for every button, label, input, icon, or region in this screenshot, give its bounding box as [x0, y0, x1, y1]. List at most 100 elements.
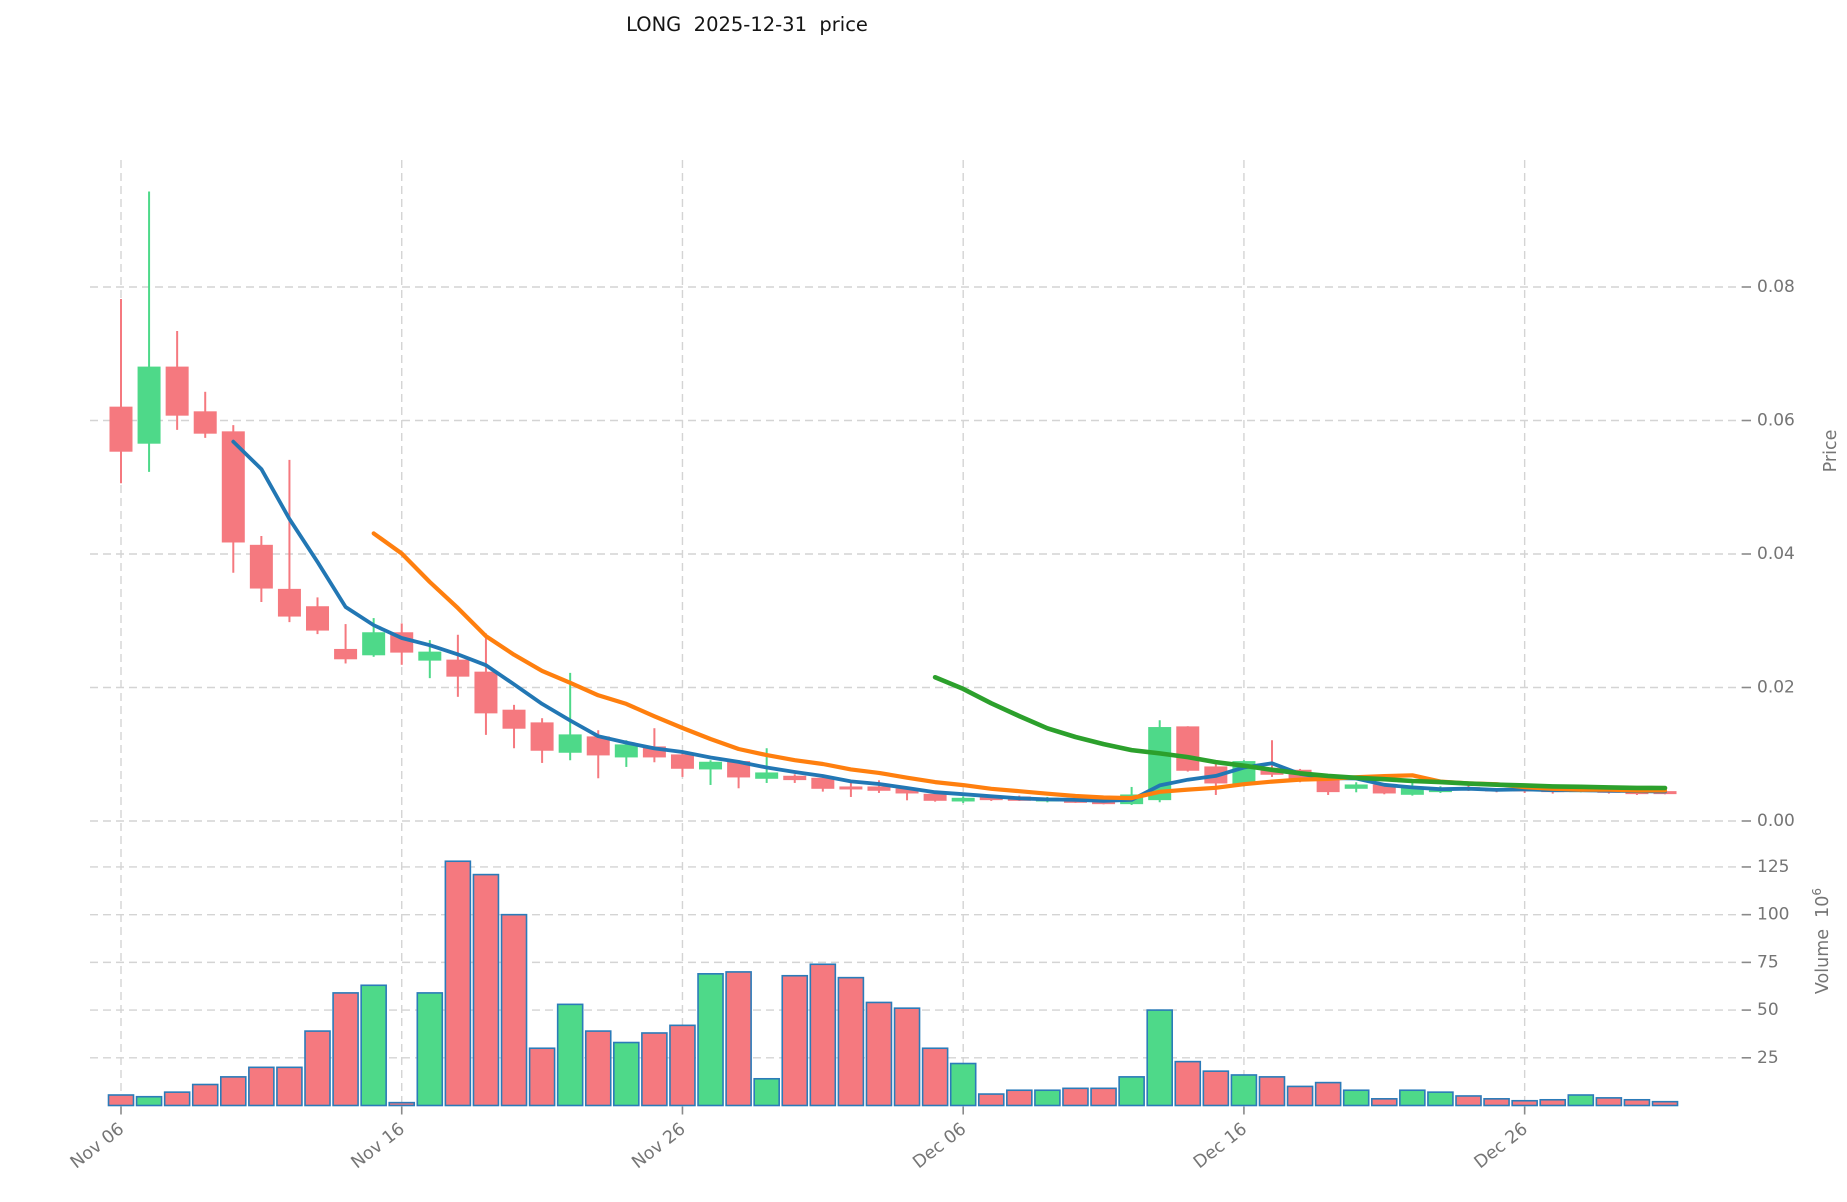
candle-body-2025-11-09 — [193, 411, 217, 434]
volume-bar-2025-12-25 — [1483, 1098, 1510, 1107]
date-tick-label-dec-26: Dec 26 — [1471, 1119, 1532, 1173]
volume-bar-2025-12-17 — [1258, 1076, 1286, 1107]
volume-bar-2025-12-24 — [1455, 1095, 1482, 1107]
candle-body-2025-12-03 — [867, 786, 891, 791]
chart-title: LONG 2025-12-31 price — [626, 13, 868, 36]
volume-bar-2025-11-19 — [472, 873, 500, 1107]
volume-tick-label-75: 75 — [1757, 952, 1779, 972]
volume-bar-2025-12-18 — [1286, 1085, 1314, 1107]
volume-bar-2025-12-23 — [1427, 1091, 1454, 1107]
candle-body-2025-11-24 — [614, 744, 638, 758]
volume-bar-2025-12-05 — [921, 1047, 949, 1107]
candle-body-2025-11-15 — [362, 632, 386, 656]
volume-bar-2025-12-16 — [1230, 1074, 1258, 1107]
candle-body-2025-11-18 — [446, 659, 470, 677]
candle-body-2025-11-30 — [783, 775, 807, 781]
candle-body-2025-11-14 — [334, 648, 358, 660]
volume-bar-2025-11-18 — [444, 860, 472, 1107]
volume-bar-2025-12-09 — [1034, 1089, 1061, 1107]
candle-body-2025-12-06 — [951, 797, 975, 802]
candle-body-2025-11-17 — [418, 651, 442, 661]
candle-body-2025-12-14 — [1176, 726, 1200, 771]
volume-bar-2025-12-31 — [1651, 1100, 1679, 1107]
price-tick-label-0.00: 0.00 — [1757, 811, 1795, 831]
volume-bar-2025-12-01 — [809, 963, 837, 1107]
candle-body-2025-11-26 — [670, 754, 694, 769]
volume-bar-2025-11-30 — [781, 974, 809, 1107]
volume-bar-2025-11-21 — [528, 1047, 556, 1107]
volume-tick-label-125: 125 — [1757, 857, 1789, 877]
candle-body-2025-11-08 — [165, 366, 189, 416]
volume-bar-2025-11-15 — [360, 984, 387, 1107]
volume-bar-2025-12-22 — [1399, 1089, 1426, 1107]
volume-bar-2025-12-28 — [1567, 1094, 1595, 1107]
volume-bar-2025-11-13 — [304, 1030, 331, 1107]
volume-bar-2025-12-06 — [949, 1062, 977, 1107]
candle-body-2025-11-12 — [277, 588, 301, 617]
volume-bar-2025-12-19 — [1314, 1081, 1342, 1107]
volume-bar-2025-12-11 — [1090, 1087, 1117, 1107]
volume-bar-2025-12-03 — [865, 1001, 893, 1107]
candle-body-2025-12-20 — [1344, 784, 1368, 789]
volume-bar-2025-11-06 — [107, 1094, 135, 1107]
candle-body-2025-11-19 — [474, 671, 498, 714]
volume-bar-2025-11-27 — [697, 973, 724, 1107]
volume-bar-2025-11-17 — [416, 992, 444, 1107]
candle-body-2025-12-02 — [839, 786, 863, 790]
volume-bar-2025-12-26 — [1511, 1099, 1538, 1107]
volume-bar-2025-12-07 — [977, 1093, 1005, 1107]
volume-tick-label-50: 50 — [1757, 1000, 1779, 1020]
volume-bar-2025-12-20 — [1342, 1089, 1370, 1107]
volume-bar-2025-11-25 — [641, 1032, 668, 1107]
candle-body-2025-11-13 — [306, 606, 330, 631]
price-panel — [109, 191, 1677, 805]
price-axis-label: Price — [1821, 430, 1841, 473]
volume-tick-label-25: 25 — [1757, 1048, 1779, 1068]
grid-layer — [90, 160, 1742, 1106]
volume-bar-2025-11-10 — [219, 1076, 247, 1107]
volume-axis-label-text: Volume 10 — [1813, 896, 1833, 994]
ma30-line — [932, 674, 1668, 791]
candle-body-2025-11-22 — [558, 734, 582, 753]
candle-body-2025-12-05 — [923, 793, 947, 801]
candle-body-2025-12-01 — [811, 777, 835, 789]
price-tick-label-0.06: 0.06 — [1757, 411, 1795, 431]
volume-bar-2025-11-14 — [332, 992, 359, 1107]
volume-bar-2025-12-13 — [1146, 1009, 1174, 1107]
volume-axis-label-exponent: 6 — [1810, 888, 1824, 896]
volume-bar-2025-12-30 — [1623, 1098, 1651, 1107]
volume-bar-2025-11-20 — [500, 913, 528, 1107]
candle-body-2025-11-11 — [249, 544, 273, 589]
candle-body-2025-11-27 — [699, 761, 723, 770]
volume-bar-2025-12-21 — [1370, 1098, 1398, 1107]
volume-bar-2025-12-12 — [1118, 1076, 1145, 1107]
ma10-line — [371, 531, 1668, 801]
volume-bar-2025-11-26 — [669, 1024, 696, 1107]
volume-bar-2025-11-11 — [248, 1066, 275, 1107]
price-tick-label-0.04: 0.04 — [1757, 544, 1795, 564]
candle-body-2025-12-13 — [1148, 727, 1172, 801]
candle-body-2025-12-19 — [1316, 779, 1340, 793]
date-tick-label-nov-06: Nov 06 — [67, 1119, 128, 1173]
volume-bar-2025-12-02 — [837, 976, 865, 1107]
candle-body-2025-11-07 — [137, 366, 161, 444]
volume-bar-2025-11-28 — [725, 971, 752, 1107]
date-tick-label-dec-06: Dec 06 — [909, 1119, 970, 1173]
volume-bar-2025-11-24 — [613, 1041, 640, 1107]
volume-bar-2025-11-09 — [191, 1083, 219, 1107]
volume-bar-2025-12-08 — [1006, 1089, 1033, 1107]
volume-tick-label-100: 100 — [1757, 905, 1789, 925]
volume-bar-2025-11-23 — [584, 1030, 612, 1107]
volume-bar-2025-11-12 — [276, 1066, 303, 1107]
price-tick-label-0.08: 0.08 — [1757, 277, 1795, 297]
moving-average-lines — [231, 439, 1668, 803]
volume-bar-2025-11-16 — [388, 1101, 416, 1107]
volume-bar-2025-11-29 — [753, 1077, 780, 1107]
date-tick-label-nov-16: Nov 16 — [348, 1119, 409, 1173]
volume-axis-label: Volume 106 — [1810, 888, 1833, 994]
candle-body-2025-11-29 — [755, 772, 779, 779]
candle-body-2025-11-10 — [221, 431, 245, 543]
candle-body-2025-11-20 — [502, 709, 526, 729]
volume-bar-2025-12-14 — [1174, 1060, 1202, 1107]
